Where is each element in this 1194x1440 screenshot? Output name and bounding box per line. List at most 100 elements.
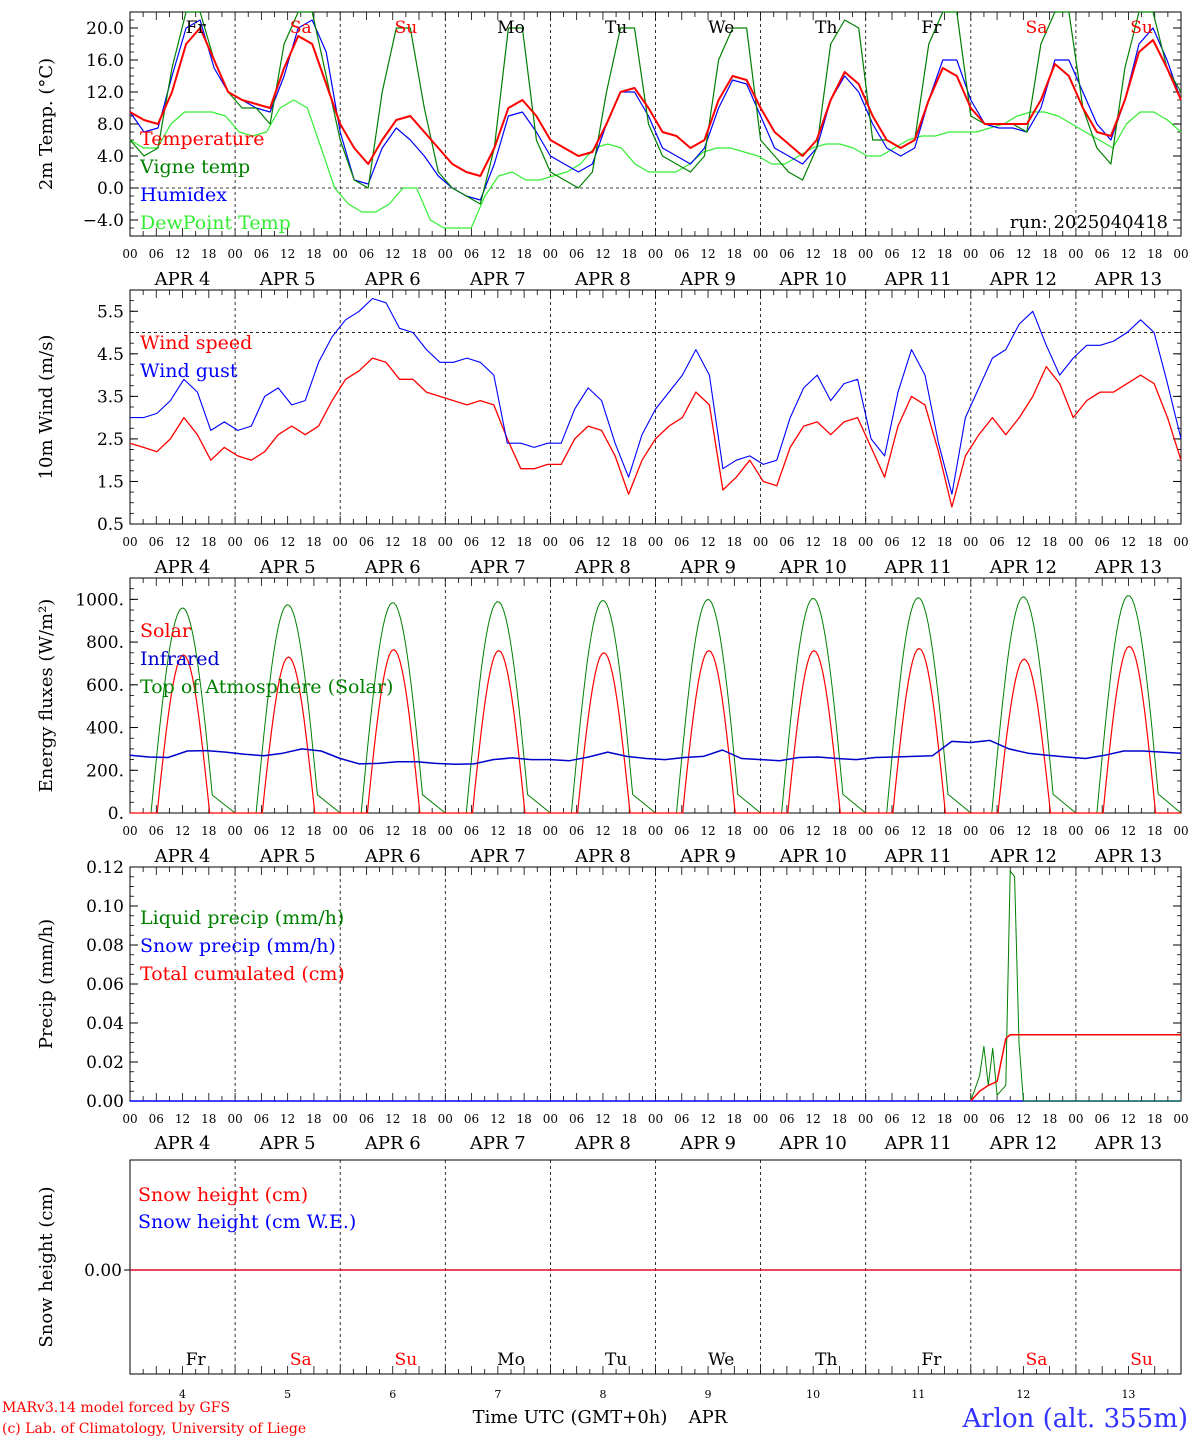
x-hour-tick-label: 18 bbox=[1042, 1112, 1057, 1126]
weekday-label-top: Su bbox=[395, 18, 418, 38]
x-hour-tick-label: 18 bbox=[1147, 247, 1162, 261]
temp-series-line-3 bbox=[129, 99, 1182, 229]
weekday-label-bottom: Fr bbox=[186, 1350, 207, 1370]
x-hour-tick-label: 12 bbox=[1016, 824, 1031, 838]
wind-legend-entry: Wind speed bbox=[140, 332, 252, 354]
energy-ytick-label: 400. bbox=[86, 719, 124, 739]
weekday-label-bottom: Su bbox=[1130, 1350, 1153, 1370]
wind-y-axis-title: 10m Wind (m/s) bbox=[36, 335, 57, 480]
weekday-label-top: Fr bbox=[921, 18, 942, 38]
x-day-label: APR 10 bbox=[779, 1133, 847, 1154]
x-hour-tick-label: 00 bbox=[648, 824, 663, 838]
x-hour-tick-label: 00 bbox=[1173, 535, 1188, 549]
x-hour-tick-label: 06 bbox=[989, 247, 1004, 261]
x-hour-tick-label: 00 bbox=[858, 1112, 873, 1126]
panel-energy: 00 06 12 18 00 06 12 18 00 06 12 18 00 06 12 18 00 06 12 18… bbox=[122, 577, 1189, 867]
x-day-label: APR 9 bbox=[679, 1133, 736, 1154]
x-day-label: APR 6 bbox=[364, 269, 421, 290]
wind-ytick-label: 5.5 bbox=[97, 302, 124, 322]
x-hour-tick-label: 12 bbox=[1016, 535, 1031, 549]
energy-ytick-label: 600. bbox=[86, 676, 124, 696]
temp-ytick-label: 20.0 bbox=[86, 19, 124, 39]
x-hour-tick-label: 00 bbox=[333, 824, 348, 838]
x-hour-tick-label: 06 bbox=[779, 1112, 794, 1126]
x-hour-tick-label: 12 bbox=[280, 824, 295, 838]
x-day-label: APR 12 bbox=[989, 1133, 1057, 1154]
x-hour-tick-label: 18 bbox=[832, 247, 847, 261]
snow-legend-entry: Snow height (cm) bbox=[138, 1184, 308, 1206]
x-hour-tick-label: 06 bbox=[254, 1112, 269, 1126]
x-hour-tick-label: 00 bbox=[543, 824, 558, 838]
x-hour-tick-label: 06 bbox=[464, 1112, 479, 1126]
wind-legend-entry: Wind gust bbox=[140, 360, 238, 382]
x-hour-tick-label: 00 bbox=[543, 1112, 558, 1126]
wind-series-line-0 bbox=[129, 357, 1182, 508]
x-day-label: APR 9 bbox=[679, 269, 736, 290]
day-number-label: 8 bbox=[599, 1388, 606, 1401]
x-hour-tick-label: 06 bbox=[464, 535, 479, 549]
x-hour-tick-label: 06 bbox=[254, 535, 269, 549]
x-day-label: APR 8 bbox=[574, 269, 631, 290]
x-hour-tick-label: 18 bbox=[1147, 824, 1162, 838]
x-hour-tick-label: 06 bbox=[569, 1112, 584, 1126]
x-hour-tick-label: 06 bbox=[149, 1112, 164, 1126]
day-number-label: 4 bbox=[179, 1388, 186, 1401]
x-hour-tick-label: 06 bbox=[1095, 247, 1110, 261]
x-hour-tick-label: 18 bbox=[622, 1112, 637, 1126]
day-number-label: 11 bbox=[911, 1388, 925, 1401]
x-hour-tick-label: 06 bbox=[254, 247, 269, 261]
x-hour-tick-label: 00 bbox=[963, 535, 978, 549]
x-hour-tick-label: 06 bbox=[674, 247, 689, 261]
x-day-label: APR 8 bbox=[574, 846, 631, 867]
x-hour-tick-label: 12 bbox=[595, 535, 610, 549]
x-hour-tick-label: 00 bbox=[1173, 1112, 1188, 1126]
x-hour-tick-label: 12 bbox=[490, 824, 505, 838]
wind-ytick-label: 0.5 bbox=[97, 515, 124, 535]
x-hour-tick-label: 00 bbox=[333, 535, 348, 549]
x-hour-tick-label: 12 bbox=[385, 535, 400, 549]
x-hour-tick-label: 12 bbox=[280, 1112, 295, 1126]
x-hour-tick-label: 18 bbox=[727, 535, 742, 549]
x-hour-tick-label: 12 bbox=[595, 824, 610, 838]
x-hour-tick-label: 00 bbox=[1068, 535, 1083, 549]
x-hour-tick-label: 00 bbox=[1068, 1112, 1083, 1126]
x-hour-tick-label: 00 bbox=[1068, 247, 1083, 261]
temp-legend-entry: Humidex bbox=[140, 184, 227, 206]
energy-ytick-label: 0. bbox=[108, 804, 124, 824]
x-hour-tick-label: 06 bbox=[989, 1112, 1004, 1126]
wind-ytick-label: 1.5 bbox=[97, 472, 124, 492]
weekday-label-top: Fr bbox=[186, 18, 207, 38]
x-day-label: APR 13 bbox=[1094, 1133, 1162, 1154]
x-hour-tick-label: 06 bbox=[779, 247, 794, 261]
x-hour-tick-label: 00 bbox=[1173, 247, 1188, 261]
weekday-label-bottom: Su bbox=[395, 1350, 418, 1370]
x-hour-tick-label: 18 bbox=[411, 535, 426, 549]
temp-legend-entry: DewPoint Temp bbox=[140, 212, 291, 234]
energy-ytick-label: 1000. bbox=[75, 590, 124, 610]
panel-wind: 00 06 12 18 00 06 12 18 00 06 12 18 00 06 12 18 00 06 12 18… bbox=[122, 289, 1189, 578]
copyright-credit: (c) Lab. of Climatology, University of L… bbox=[2, 1421, 306, 1437]
x-hour-tick-label: 00 bbox=[227, 535, 242, 549]
x-hour-tick-label: 12 bbox=[1016, 247, 1031, 261]
x-hour-tick-label: 00 bbox=[963, 1112, 978, 1126]
x-hour-tick-label: 18 bbox=[201, 535, 216, 549]
x-hour-tick-label: 06 bbox=[254, 824, 269, 838]
energy-ytick-label: 800. bbox=[86, 633, 124, 653]
weekday-label-top: Tu bbox=[605, 18, 627, 38]
x-hour-tick-label: 06 bbox=[884, 535, 899, 549]
day-number-label: 9 bbox=[705, 1388, 712, 1401]
x-day-label: APR 7 bbox=[469, 846, 526, 867]
weekday-label-top: We bbox=[708, 18, 734, 38]
x-hour-tick-label: 12 bbox=[1121, 824, 1136, 838]
weekday-label-top: Mo bbox=[497, 18, 525, 38]
x-hour-tick-label: 06 bbox=[779, 824, 794, 838]
precip-legend-entry: Snow precip (mm/h) bbox=[140, 935, 336, 957]
x-hour-tick-label: 00 bbox=[648, 247, 663, 261]
day-number-label: 7 bbox=[494, 1388, 501, 1401]
x-hour-tick-label: 18 bbox=[306, 1112, 321, 1126]
x-hour-tick-label: 18 bbox=[937, 1112, 952, 1126]
x-hour-tick-label: 00 bbox=[543, 535, 558, 549]
x-hour-tick-label: 12 bbox=[806, 535, 821, 549]
x-hour-tick-label: 18 bbox=[832, 824, 847, 838]
